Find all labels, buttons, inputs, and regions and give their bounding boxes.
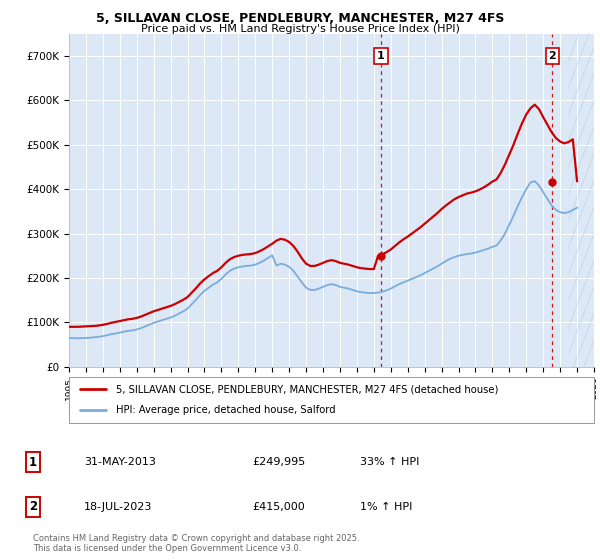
Text: Price paid vs. HM Land Registry's House Price Index (HPI): Price paid vs. HM Land Registry's House … xyxy=(140,24,460,34)
Text: 31-MAY-2013: 31-MAY-2013 xyxy=(84,457,156,467)
Text: 18-JUL-2023: 18-JUL-2023 xyxy=(84,502,152,512)
Text: 2: 2 xyxy=(29,500,37,514)
Text: 33% ↑ HPI: 33% ↑ HPI xyxy=(360,457,419,467)
Text: 2: 2 xyxy=(548,51,556,61)
Text: £415,000: £415,000 xyxy=(252,502,305,512)
Text: Contains HM Land Registry data © Crown copyright and database right 2025.
This d: Contains HM Land Registry data © Crown c… xyxy=(33,534,359,553)
Text: 1: 1 xyxy=(29,455,37,469)
Text: 1: 1 xyxy=(377,51,385,61)
Text: 5, SILLAVAN CLOSE, PENDLEBURY, MANCHESTER, M27 4FS: 5, SILLAVAN CLOSE, PENDLEBURY, MANCHESTE… xyxy=(96,12,504,25)
Text: £249,995: £249,995 xyxy=(252,457,305,467)
Text: 1% ↑ HPI: 1% ↑ HPI xyxy=(360,502,412,512)
Text: 5, SILLAVAN CLOSE, PENDLEBURY, MANCHESTER, M27 4FS (detached house): 5, SILLAVAN CLOSE, PENDLEBURY, MANCHESTE… xyxy=(116,384,499,394)
Text: HPI: Average price, detached house, Salford: HPI: Average price, detached house, Salf… xyxy=(116,405,336,416)
